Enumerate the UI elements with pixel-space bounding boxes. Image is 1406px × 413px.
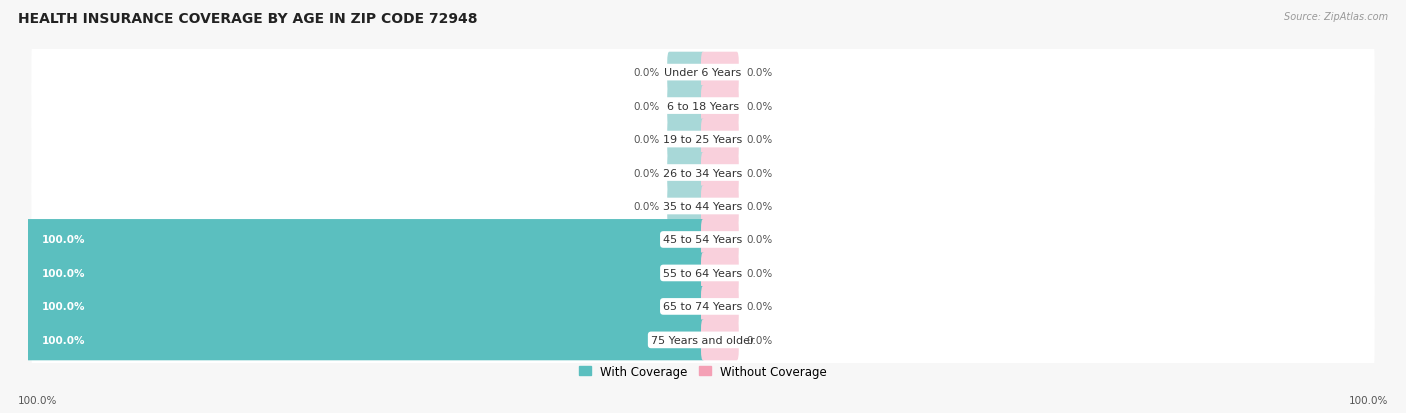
Text: 0.0%: 0.0%: [747, 202, 773, 211]
Text: 100.0%: 100.0%: [42, 268, 86, 278]
Text: Under 6 Years: Under 6 Years: [665, 68, 741, 78]
FancyBboxPatch shape: [31, 74, 1375, 139]
FancyBboxPatch shape: [702, 119, 738, 160]
FancyBboxPatch shape: [31, 174, 1375, 239]
Text: 0.0%: 0.0%: [633, 101, 659, 112]
FancyBboxPatch shape: [702, 220, 738, 260]
Text: 75 Years and older: 75 Years and older: [651, 335, 755, 345]
FancyBboxPatch shape: [702, 320, 738, 361]
FancyBboxPatch shape: [668, 153, 704, 193]
FancyBboxPatch shape: [702, 186, 738, 227]
FancyBboxPatch shape: [31, 308, 1375, 373]
Text: 6 to 18 Years: 6 to 18 Years: [666, 101, 740, 112]
Text: 100.0%: 100.0%: [42, 235, 86, 245]
FancyBboxPatch shape: [668, 119, 704, 160]
FancyBboxPatch shape: [31, 274, 1375, 339]
Text: 0.0%: 0.0%: [747, 168, 773, 178]
FancyBboxPatch shape: [668, 52, 704, 93]
FancyBboxPatch shape: [31, 141, 1375, 206]
Text: 0.0%: 0.0%: [633, 202, 659, 211]
Text: 19 to 25 Years: 19 to 25 Years: [664, 135, 742, 145]
Text: 100.0%: 100.0%: [42, 335, 86, 345]
Text: 45 to 54 Years: 45 to 54 Years: [664, 235, 742, 245]
Text: 100.0%: 100.0%: [42, 301, 86, 312]
Legend: With Coverage, Without Coverage: With Coverage, Without Coverage: [574, 360, 832, 383]
FancyBboxPatch shape: [702, 52, 738, 93]
Text: 0.0%: 0.0%: [747, 268, 773, 278]
Text: 0.0%: 0.0%: [633, 168, 659, 178]
FancyBboxPatch shape: [702, 253, 738, 294]
Text: 100.0%: 100.0%: [18, 395, 58, 405]
FancyBboxPatch shape: [702, 86, 738, 127]
Text: 0.0%: 0.0%: [747, 301, 773, 312]
FancyBboxPatch shape: [702, 286, 738, 327]
FancyBboxPatch shape: [31, 40, 1375, 105]
Text: 0.0%: 0.0%: [633, 135, 659, 145]
FancyBboxPatch shape: [668, 86, 704, 127]
FancyBboxPatch shape: [702, 153, 738, 193]
Text: Source: ZipAtlas.com: Source: ZipAtlas.com: [1284, 12, 1388, 22]
FancyBboxPatch shape: [27, 286, 704, 327]
Text: 0.0%: 0.0%: [747, 68, 773, 78]
FancyBboxPatch shape: [31, 207, 1375, 272]
Text: 65 to 74 Years: 65 to 74 Years: [664, 301, 742, 312]
FancyBboxPatch shape: [27, 220, 704, 260]
Text: 0.0%: 0.0%: [747, 335, 773, 345]
FancyBboxPatch shape: [668, 186, 704, 227]
Text: 100.0%: 100.0%: [1348, 395, 1388, 405]
FancyBboxPatch shape: [27, 320, 704, 361]
Text: 26 to 34 Years: 26 to 34 Years: [664, 168, 742, 178]
FancyBboxPatch shape: [31, 107, 1375, 172]
Text: 0.0%: 0.0%: [633, 68, 659, 78]
Text: 0.0%: 0.0%: [747, 101, 773, 112]
Text: 55 to 64 Years: 55 to 64 Years: [664, 268, 742, 278]
FancyBboxPatch shape: [27, 253, 704, 294]
Text: 0.0%: 0.0%: [747, 135, 773, 145]
Text: 0.0%: 0.0%: [747, 235, 773, 245]
Text: HEALTH INSURANCE COVERAGE BY AGE IN ZIP CODE 72948: HEALTH INSURANCE COVERAGE BY AGE IN ZIP …: [18, 12, 478, 26]
Text: 35 to 44 Years: 35 to 44 Years: [664, 202, 742, 211]
FancyBboxPatch shape: [31, 241, 1375, 306]
